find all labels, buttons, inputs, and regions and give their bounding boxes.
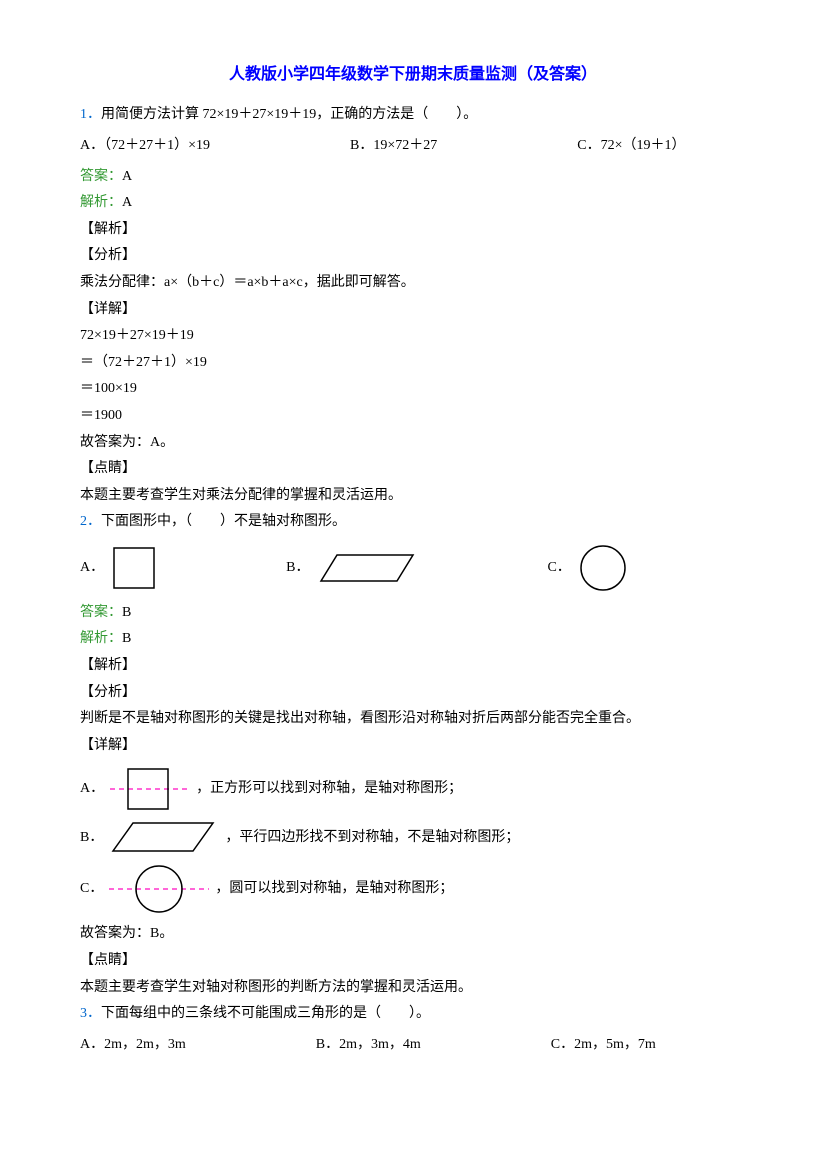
q1-fenxi: 【分析】 (80, 243, 746, 270)
q1-text: 用简便方法计算 72×19＋27×19＋19，正确的方法是（ ）。 (101, 107, 477, 122)
q1-step2: ＝（72＋27＋1）×19 (80, 350, 746, 377)
parallelogram-plain-icon (109, 819, 219, 857)
page-title: 人教版小学四年级数学下册期末质量监测（及答案） (80, 60, 746, 90)
q2-opt-c-label: C． (547, 555, 570, 582)
q2-option-a: A． (80, 546, 156, 590)
q3-text: 下面每组中的三条线不可能围成三角形的是（ ）。 (101, 1006, 430, 1021)
q1-explain: 解析：A (80, 190, 746, 217)
q2-dianjing-text: 本题主要考查学生对轴对称图形的判断方法的掌握和灵活运用。 (80, 975, 746, 1002)
q2-detail-c: C． ，圆可以找到对称轴，是轴对称图形； (80, 863, 746, 915)
q2-options: A． B． C． (80, 544, 746, 592)
q2-opt-b-label: B． (286, 555, 309, 582)
q2-dianjing: 【点睛】 (80, 948, 746, 975)
q3-option-b: B．2m，3m，4m (316, 1032, 421, 1059)
q1-number: 1． (80, 107, 101, 122)
q2-detC-label: C． (80, 876, 103, 903)
q1-answer: 答案：A (80, 164, 746, 191)
explain-label: 解析： (80, 195, 122, 210)
q2-detail-a: A． ，正方形可以找到对称轴，是轴对称图形； (80, 765, 746, 813)
q1-dianjing: 【点睛】 (80, 456, 746, 483)
q2-detC-text: ，圆可以找到对称轴，是轴对称图形； (215, 876, 453, 903)
q2-fenxi: 【分析】 (80, 680, 746, 707)
q1-step3: ＝100×19 (80, 376, 746, 403)
q1-dianjing-text: 本题主要考查学生对乘法分配律的掌握和灵活运用。 (80, 483, 746, 510)
question-3: 3．下面每组中的三条线不可能围成三角形的是（ ）。 (80, 1001, 746, 1028)
q1-xiangjie: 【详解】 (80, 297, 746, 324)
q1-explain-value: A (122, 195, 132, 210)
answer-label: 答案： (80, 169, 122, 184)
q2-option-b: B． (286, 551, 417, 585)
q2-detB-text: ，平行四边形找不到对称轴，不是轴对称图形； (225, 825, 519, 852)
q2-conclusion: 故答案为：B。 (80, 921, 746, 948)
q1-jiexi: 【解析】 (80, 217, 746, 244)
q1-conclusion: 故答案为：A。 (80, 430, 746, 457)
q2-detail-b: B． ，平行四边形找不到对称轴，不是轴对称图形； (80, 819, 746, 857)
q2-detB-label: B． (80, 825, 103, 852)
q2-explain: 解析：B (80, 626, 746, 653)
q2-detA-text: ，正方形可以找到对称轴，是轴对称图形； (196, 776, 462, 803)
q2-text: 下面图形中，（ ）不是轴对称图形。 (101, 514, 346, 529)
explain-label: 解析： (80, 631, 122, 646)
q1-option-c: C．72×（19＋1） (577, 133, 685, 160)
q1-step1: 72×19＋27×19＋19 (80, 323, 746, 350)
q3-option-c: C．2m，5m，7m (551, 1032, 656, 1059)
q1-answer-value: A (122, 169, 132, 184)
square-with-axis-icon (110, 765, 190, 813)
q2-opt-a-label: A． (80, 555, 104, 582)
q2-option-c: C． (547, 544, 626, 592)
q3-number: 3． (80, 1006, 101, 1021)
q2-answer-value: B (122, 605, 131, 620)
q2-explain-value: B (122, 631, 131, 646)
q1-option-b: B．19×72＋27 (350, 133, 437, 160)
q3-option-a: A．2m，2m，3m (80, 1032, 186, 1059)
circle-icon (579, 544, 627, 592)
circle-with-axis-icon (109, 863, 209, 915)
q2-number: 2． (80, 514, 101, 529)
q3-options: A．2m，2m，3m B．2m，3m，4m C．2m，5m，7m (80, 1032, 746, 1059)
q2-fenxi-text: 判断是不是轴对称图形的关键是找出对称轴，看图形沿对称轴对折后两部分能否完全重合。 (80, 706, 746, 733)
q1-fenxi-text: 乘法分配律：a×（b＋c）＝a×b＋a×c，据此即可解答。 (80, 270, 746, 297)
q1-options: A．（72＋27＋1）×19 B．19×72＋27 C．72×（19＋1） (80, 133, 746, 160)
q2-answer: 答案：B (80, 600, 746, 627)
q1-option-a: A．（72＋27＋1）×19 (80, 133, 210, 160)
square-icon (112, 546, 156, 590)
question-2: 2．下面图形中，（ ）不是轴对称图形。 (80, 509, 746, 536)
q2-detA-label: A． (80, 776, 104, 803)
question-1: 1．用简便方法计算 72×19＋27×19＋19，正确的方法是（ ）。 (80, 102, 746, 129)
q2-xiangjie: 【详解】 (80, 733, 746, 760)
q1-step4: ＝1900 (80, 403, 746, 430)
q2-jiexi: 【解析】 (80, 653, 746, 680)
parallelogram-icon (317, 551, 417, 585)
answer-label: 答案： (80, 605, 122, 620)
